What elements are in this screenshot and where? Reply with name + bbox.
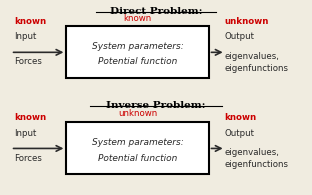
FancyBboxPatch shape — [66, 122, 208, 174]
Text: Input: Input — [14, 129, 36, 137]
Text: Output: Output — [224, 32, 254, 42]
Text: Forces: Forces — [14, 153, 41, 163]
Text: System parameters:: System parameters: — [91, 138, 183, 147]
Text: Output: Output — [224, 129, 254, 137]
Text: eigenfunctions: eigenfunctions — [224, 64, 288, 73]
Text: Input: Input — [14, 32, 36, 42]
Text: Potential function: Potential function — [98, 153, 177, 163]
Text: unknown: unknown — [118, 109, 157, 118]
Text: known: known — [14, 113, 46, 122]
Text: known: known — [224, 113, 256, 122]
FancyBboxPatch shape — [66, 26, 208, 78]
Text: eigenvalues,: eigenvalues, — [224, 148, 279, 157]
Text: eigenfunctions: eigenfunctions — [224, 160, 288, 169]
Text: Forces: Forces — [14, 58, 41, 66]
Text: Direct Problem:: Direct Problem: — [110, 7, 202, 16]
Text: known: known — [14, 17, 46, 26]
Text: unknown: unknown — [224, 17, 268, 26]
Text: Potential function: Potential function — [98, 58, 177, 66]
Text: Inverse Problem:: Inverse Problem: — [106, 101, 206, 110]
Text: known: known — [123, 13, 152, 23]
Text: eigenvalues,: eigenvalues, — [224, 52, 279, 61]
Text: System parameters:: System parameters: — [91, 42, 183, 51]
